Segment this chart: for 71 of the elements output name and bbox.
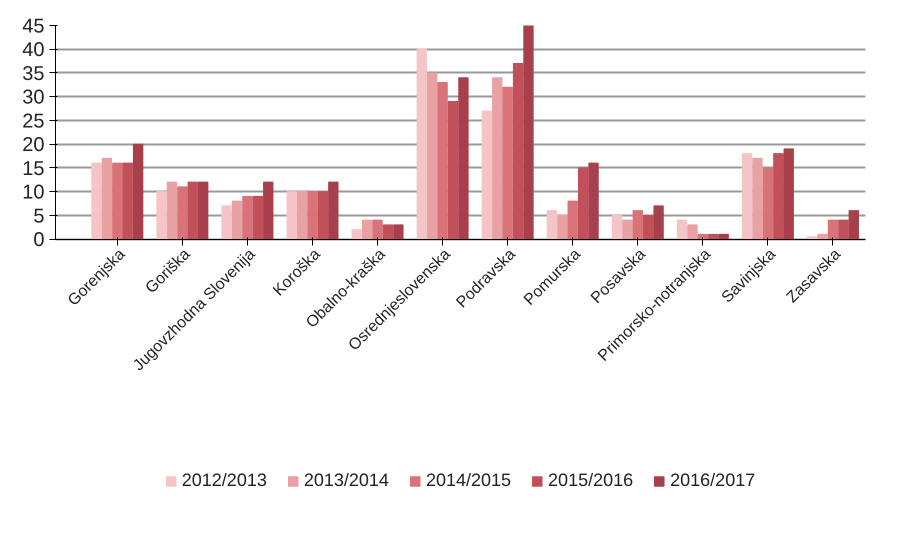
- bar: [393, 224, 404, 240]
- bar: [546, 210, 558, 240]
- bar: [578, 167, 588, 240]
- bar: [166, 182, 178, 240]
- y-tick-label: 40: [22, 39, 45, 62]
- bar: [742, 153, 752, 240]
- bar: [848, 210, 859, 240]
- bar: [708, 234, 718, 240]
- bar: [762, 167, 774, 240]
- bar: [156, 191, 167, 240]
- bar: [512, 62, 524, 240]
- legend-label: 2014/2015: [426, 470, 512, 491]
- legend-label: 2012/2013: [182, 470, 267, 491]
- bar: [177, 186, 188, 240]
- bar: [352, 229, 362, 240]
- bar: [523, 26, 534, 240]
- bar: [612, 214, 622, 240]
- bar: [362, 220, 372, 240]
- bar: [687, 224, 698, 240]
- bar: [132, 144, 144, 240]
- bar: [492, 77, 502, 240]
- bar: [653, 205, 664, 240]
- bar: [307, 191, 318, 240]
- bar: [676, 220, 688, 240]
- y-tick-label: 25: [22, 110, 45, 132]
- bar: [437, 82, 448, 240]
- bar: [482, 110, 492, 240]
- bar: [263, 182, 274, 240]
- bar: [198, 182, 208, 240]
- legend-label: 2016/2017: [670, 470, 756, 491]
- bar: [372, 220, 383, 240]
- bar: [188, 182, 198, 240]
- bar: [784, 148, 794, 240]
- bar: [221, 205, 232, 240]
- bar: [622, 220, 633, 240]
- bar: [328, 182, 338, 240]
- y-tick-label: 20: [22, 134, 45, 156]
- bar: [122, 162, 133, 240]
- bar: [643, 214, 654, 240]
- bar: [458, 77, 469, 240]
- bar: [838, 220, 849, 240]
- bar: [427, 72, 438, 240]
- y-tick-label: 45: [22, 16, 45, 38]
- bar: [568, 200, 578, 240]
- bar: [232, 200, 242, 240]
- bar: [252, 196, 264, 240]
- bar: [286, 191, 297, 240]
- y-tick-label: 5: [33, 205, 44, 228]
- bar: [242, 196, 253, 240]
- bar: [112, 162, 122, 240]
- y-tick-label: 0: [33, 229, 44, 252]
- bar: [318, 191, 328, 240]
- bar: [752, 158, 763, 240]
- y-tick-label: 10: [22, 182, 45, 204]
- legend-label: 2015/2016: [548, 470, 634, 491]
- bar: [91, 162, 102, 240]
- bar: [448, 100, 458, 240]
- y-tick-label: 35: [22, 62, 45, 85]
- y-tick-label: 15: [22, 158, 45, 180]
- bar: [502, 86, 513, 240]
- bar: [296, 191, 308, 240]
- bar: [773, 153, 784, 240]
- bar: [632, 210, 643, 240]
- y-tick-label: 30: [22, 86, 45, 109]
- bar: [557, 214, 568, 240]
- bar: [416, 48, 427, 240]
- bar: [382, 224, 394, 240]
- legend-label: 2013/2014: [304, 470, 389, 491]
- bar: [588, 162, 599, 240]
- bar: [828, 220, 838, 240]
- bar: [102, 158, 112, 240]
